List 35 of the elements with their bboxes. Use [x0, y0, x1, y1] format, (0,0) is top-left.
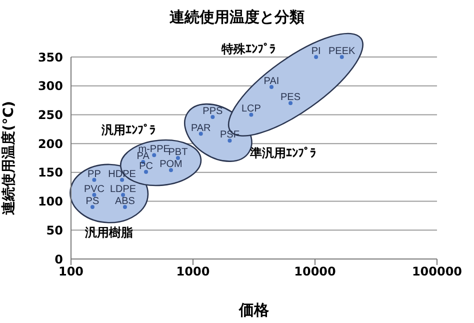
annotation: PAR	[190, 122, 211, 134]
chart-title: 連続使用温度と分類	[168, 8, 306, 27]
series-label: 準汎用ｴﾝﾌﾟﾗ	[248, 146, 316, 160]
x-tick-label: 100000	[412, 264, 462, 279]
y-tick-label: 200	[38, 136, 63, 151]
annotation: PA	[136, 151, 150, 162]
x-tick-label: 100	[58, 264, 84, 279]
annotation: POM	[160, 159, 182, 170]
annotation: LCP	[241, 104, 262, 115]
annotation: ABS	[114, 196, 136, 208]
annotation: PS	[86, 196, 100, 208]
annotation: PVC	[84, 184, 104, 195]
series-label: 汎用ｴﾝﾌﾟﾗ	[100, 123, 156, 138]
annotation: PC	[139, 160, 153, 172]
series-label: 汎用樹脂	[84, 226, 134, 240]
annotation: PAI	[264, 76, 280, 88]
annotation: PI	[311, 46, 321, 57]
annotation: PPS	[202, 106, 224, 118]
annotation: LDPE	[110, 184, 136, 195]
x-tick-label: 10000	[294, 264, 336, 279]
x-axis-title: 価格	[238, 301, 270, 319]
y-axis-title: 連続使用温度(°C)	[0, 100, 17, 216]
annotation: PEEK	[328, 46, 356, 57]
y-tick-label: 50	[46, 223, 63, 238]
annotation: PBT	[168, 147, 188, 158]
x-tick-label: 1000	[176, 264, 210, 279]
y-tick-label: 0	[54, 252, 63, 266]
y-tick-label: 300	[38, 79, 63, 94]
y-tick-label: 100	[38, 194, 63, 209]
y-tick-label: 350	[38, 50, 63, 64]
y-tick-label: 150	[38, 166, 63, 180]
y-tick-label: 250	[38, 108, 63, 122]
annotation: PES	[280, 92, 301, 104]
text: 特殊ｴﾝﾌﾟﾗ	[220, 42, 276, 56]
annotation: PP	[88, 168, 102, 180]
